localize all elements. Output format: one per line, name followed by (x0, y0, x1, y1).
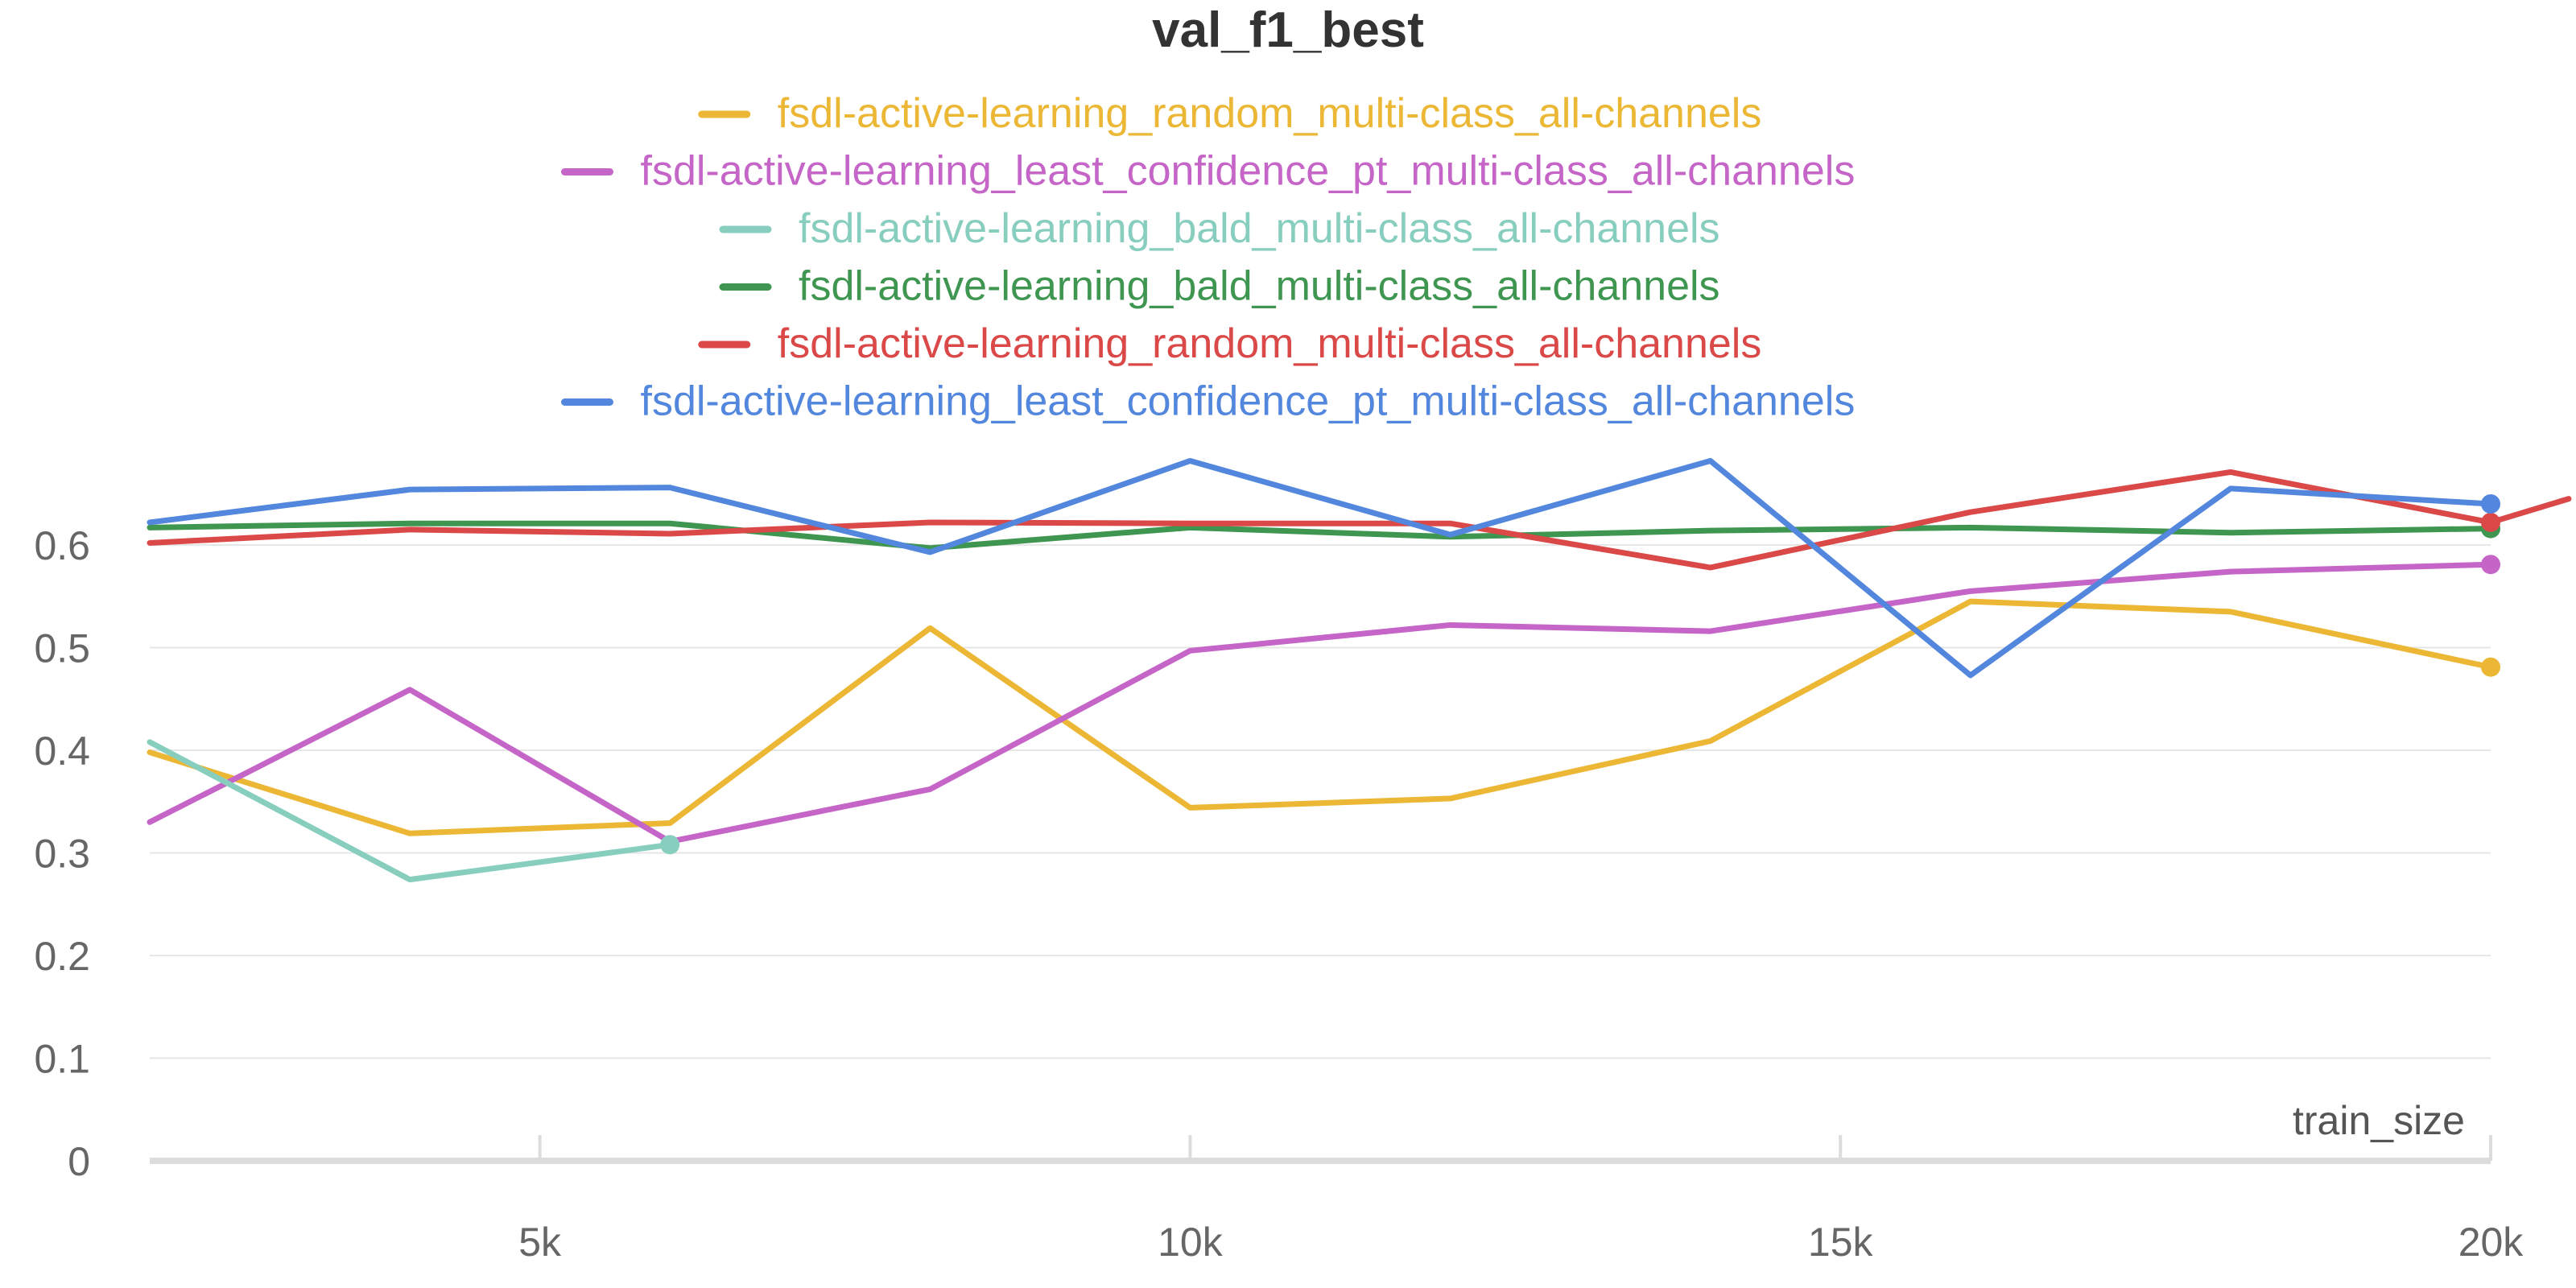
y-tick-label: 0 (68, 1139, 90, 1184)
x-tick-label: 15k (1808, 1220, 1874, 1265)
legend-label: fsdl-active-learning_bald_multi-class_al… (799, 205, 1720, 252)
series-line (147, 598, 2494, 836)
x-tick-label: 10k (1158, 1220, 1224, 1265)
axes: 0 0.1 0.2 0.3 0.4 0.5 0.6 5k 10k 15k 20k (34, 523, 2524, 1265)
x-axis-label: train_size (2293, 1098, 2465, 1143)
series-line (147, 469, 2572, 571)
y-tick-label: 0.4 (34, 729, 90, 774)
series-end-point (2481, 494, 2500, 514)
series-end-point (2481, 555, 2500, 575)
y-tick-label: 0.6 (34, 523, 90, 568)
series-end-point (2481, 512, 2500, 532)
x-tick-label: 20k (2458, 1220, 2524, 1265)
series-line (147, 520, 2494, 551)
y-tick-label: 0.5 (34, 626, 90, 671)
y-tick-label: 0.2 (34, 934, 90, 979)
series-line (147, 739, 673, 883)
series-end-point (2481, 657, 2500, 677)
x-tick-label: 5k (518, 1220, 562, 1265)
series-line (147, 457, 2494, 679)
y-tick-label: 0.1 (34, 1037, 90, 1082)
series-lines (147, 457, 2572, 883)
legend-label: fsdl-active-learning_least_confidence_pt… (641, 148, 1856, 195)
legend-label: fsdl-active-learning_bald_multi-class_al… (799, 263, 1720, 310)
grid-lines (150, 544, 2491, 1059)
legend-label: fsdl-active-learning_random_multi-class_… (778, 90, 1762, 137)
legend-label: fsdl-active-learning_random_multi-class_… (778, 320, 1762, 367)
y-tick-label: 0.3 (34, 832, 90, 877)
series-end-point (660, 835, 680, 855)
legend: fsdl-active-learning_random_multi-class_… (561, 90, 1856, 425)
legend-label: fsdl-active-learning_least_confidence_pt… (641, 378, 1856, 425)
chart-title: val_f1_best (1152, 2, 1424, 58)
